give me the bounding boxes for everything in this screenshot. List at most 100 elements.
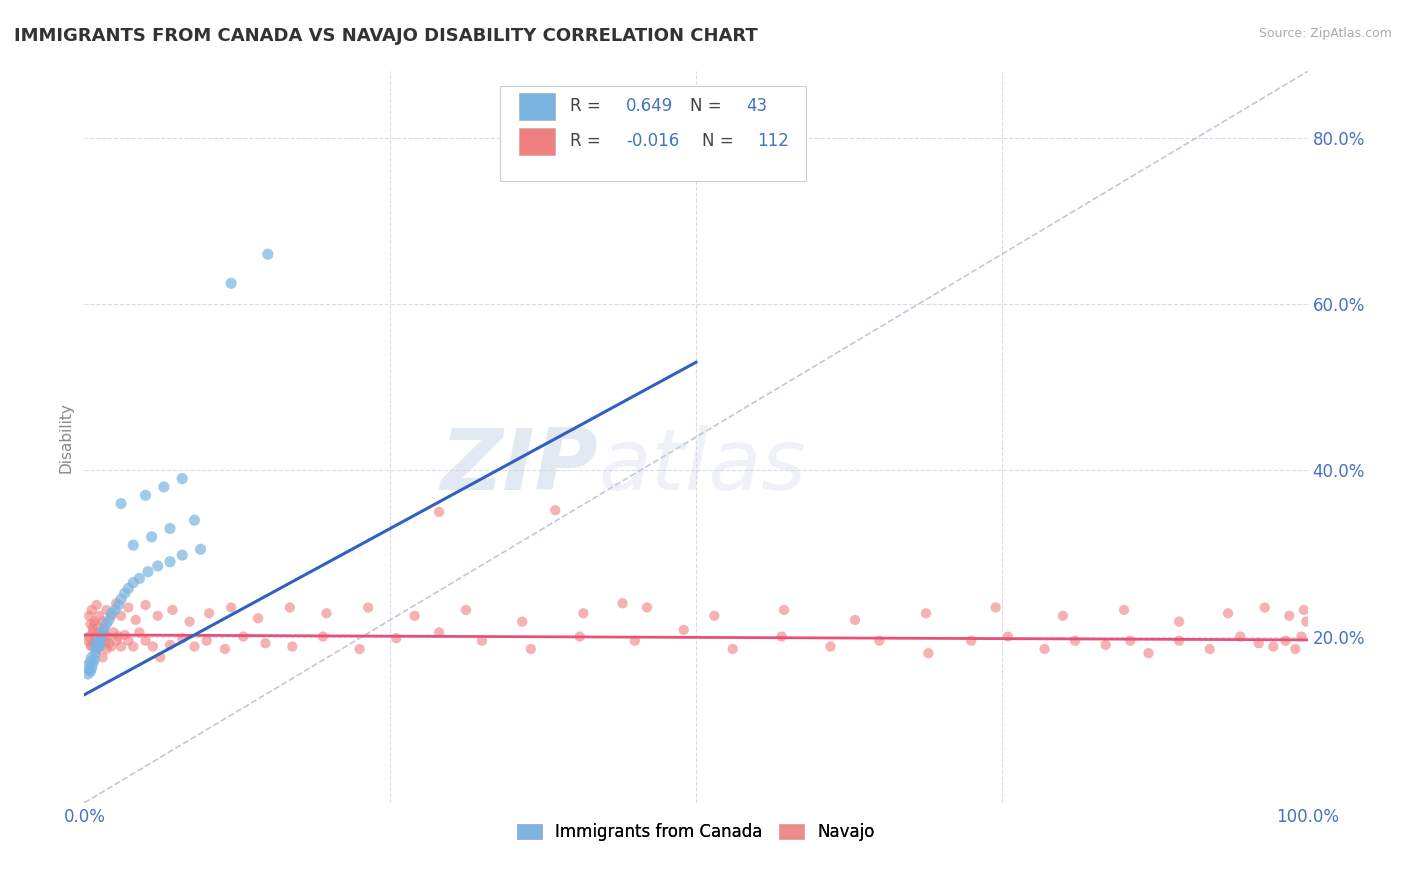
Point: [544, 503, 567, 517]
Point: [357, 600, 380, 615]
Point: [172, 472, 194, 486]
Point: [100, 607, 122, 621]
Point: [385, 632, 408, 646]
Point: [77, 663, 100, 677]
Point: [1198, 642, 1220, 657]
Point: [87, 633, 110, 648]
Text: R =: R =: [569, 132, 606, 150]
Point: [84, 638, 107, 652]
Point: [195, 633, 218, 648]
Point: [128, 571, 150, 585]
Point: [87, 608, 110, 623]
Point: [1216, 607, 1239, 621]
Point: [86, 642, 108, 657]
Point: [87, 640, 110, 654]
Point: [219, 277, 242, 291]
Point: [79, 638, 101, 652]
Text: Source: ZipAtlas.com: Source: ZipAtlas.com: [1258, 27, 1392, 40]
Point: [315, 607, 337, 621]
Point: [1247, 636, 1270, 650]
Point: [100, 608, 122, 623]
Point: [984, 600, 1007, 615]
Point: [1284, 642, 1306, 657]
Point: [770, 630, 793, 644]
Point: [153, 480, 176, 494]
Point: [1274, 633, 1296, 648]
Point: [636, 600, 658, 615]
Point: [76, 658, 98, 673]
Point: [91, 625, 114, 640]
Point: [404, 608, 426, 623]
Point: [83, 653, 105, 667]
Point: [1229, 630, 1251, 644]
Point: [97, 613, 120, 627]
Point: [83, 615, 105, 629]
Point: [97, 630, 120, 644]
Point: [91, 615, 114, 629]
Point: [568, 630, 591, 644]
Y-axis label: Disability: Disability: [58, 401, 73, 473]
Point: [915, 607, 938, 621]
Point: [612, 596, 634, 610]
Point: [869, 633, 891, 648]
Point: [77, 633, 100, 648]
Point: [1114, 603, 1136, 617]
Point: [1033, 642, 1056, 657]
Point: [79, 655, 101, 669]
Point: [520, 642, 543, 657]
Point: [96, 617, 118, 632]
Legend: Immigrants from Canada, Navajo: Immigrants from Canada, Navajo: [509, 814, 883, 849]
Point: [110, 497, 132, 511]
Point: [183, 640, 205, 654]
Point: [77, 608, 100, 623]
Point: [510, 615, 533, 629]
Point: [93, 623, 115, 637]
Point: [89, 640, 111, 654]
Point: [103, 625, 125, 640]
Point: [146, 558, 169, 573]
Point: [1119, 633, 1142, 648]
Point: [1137, 646, 1160, 660]
Point: [80, 661, 103, 675]
Point: [117, 633, 139, 648]
Point: [122, 575, 145, 590]
Point: [122, 640, 145, 654]
Point: [77, 630, 100, 644]
Point: [703, 608, 725, 623]
Point: [136, 565, 159, 579]
Point: [125, 613, 148, 627]
Point: [77, 667, 100, 681]
Point: [281, 640, 304, 654]
Point: [1263, 640, 1285, 654]
Point: [84, 632, 107, 646]
Point: [105, 596, 128, 610]
Point: [454, 603, 477, 617]
Point: [90, 628, 112, 642]
Point: [104, 603, 127, 617]
Point: [1168, 615, 1191, 629]
Point: [183, 513, 205, 527]
Point: [427, 625, 450, 640]
Point: [94, 633, 117, 648]
Point: [84, 617, 107, 632]
Point: [110, 640, 132, 654]
Point: [105, 633, 128, 648]
Point: [79, 665, 101, 679]
Point: [86, 642, 108, 657]
Point: [93, 621, 115, 635]
Point: [247, 611, 270, 625]
Point: [100, 640, 122, 654]
Point: [107, 598, 129, 612]
Point: [80, 640, 103, 654]
Text: IMMIGRANTS FROM CANADA VS NAVAJO DISABILITY CORRELATION CHART: IMMIGRANTS FROM CANADA VS NAVAJO DISABIL…: [14, 27, 758, 45]
Point: [91, 650, 114, 665]
Point: [110, 592, 132, 607]
Text: ZIP: ZIP: [440, 425, 598, 508]
Text: N =: N =: [690, 96, 727, 115]
Point: [159, 521, 181, 535]
Point: [80, 603, 103, 617]
Point: [162, 603, 184, 617]
Point: [672, 623, 695, 637]
Point: [278, 600, 301, 615]
Point: [107, 630, 129, 644]
